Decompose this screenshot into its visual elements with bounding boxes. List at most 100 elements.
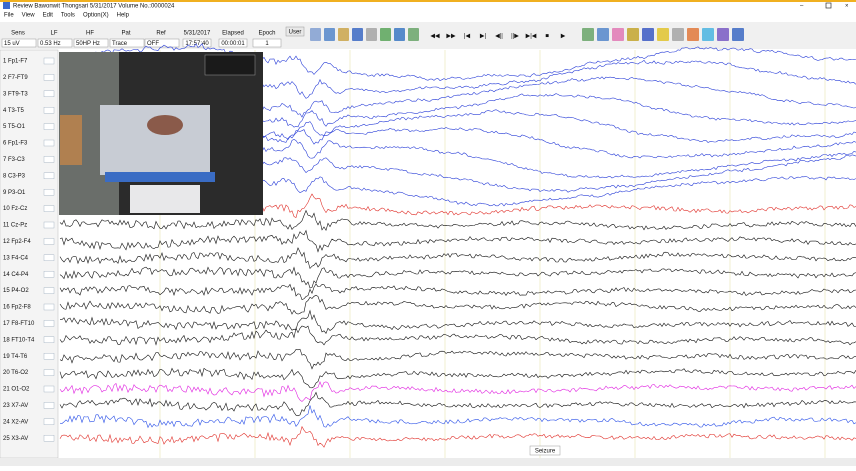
window-title: Review Bawonwit Thongsari 5/31/2017 Volu… [13,4,175,10]
channel-toggle[interactable] [44,320,54,326]
field-label: HF [86,31,94,37]
channel-label[interactable]: 23 X7-AV [3,403,28,409]
playback-button[interactable]: ||▶ [511,34,519,40]
tool-icon[interactable] [394,28,405,41]
channel-toggle[interactable] [44,222,54,228]
frame-top [0,0,856,2]
menu-item[interactable]: Option(X) [83,13,109,19]
tool-icon[interactable] [717,28,729,41]
channel-label[interactable]: 7 F3-C3 [3,157,25,163]
tool-icon[interactable] [657,28,669,41]
channel-label[interactable]: 16 Fp2-F8 [3,305,31,311]
channel-label[interactable]: 3 FT9-T3 [3,91,28,97]
playback-button[interactable]: ▶| [480,34,487,40]
field-value[interactable]: Trace [112,41,128,47]
menu-item[interactable]: View [22,13,36,19]
channel-toggle[interactable] [44,156,54,162]
app-window: Review Bawonwit Thongsari 5/31/2017 Volu… [0,0,856,466]
channel-toggle[interactable] [44,370,54,376]
close[interactable]: × [845,4,849,10]
channel-label[interactable]: 18 FT10-T4 [3,337,35,343]
channel-toggle[interactable] [44,435,54,441]
tool-icon[interactable] [627,28,639,41]
playback-button[interactable]: ▶ [561,34,566,40]
channel-label[interactable]: 12 Fp2-F4 [3,239,31,245]
channel-toggle[interactable] [44,271,54,277]
channel-label[interactable]: 9 P3-O1 [3,190,26,196]
channel-label[interactable]: 24 X2-AV [3,419,28,425]
channel-toggle[interactable] [44,353,54,359]
channel-toggle[interactable] [44,206,54,212]
channel-toggle[interactable] [44,255,54,261]
channel-label[interactable]: 1 Fp1-F7 [3,59,28,65]
tool-icon[interactable] [310,28,321,41]
menu-item[interactable]: Edit [43,13,54,19]
menu-item[interactable]: Tools [61,13,75,19]
channel-toggle[interactable] [44,402,54,408]
channel-toggle[interactable] [44,419,54,425]
tool-icon[interactable] [612,28,624,41]
tool-icon[interactable] [352,28,363,41]
field-value[interactable]: OFF [147,41,159,47]
field-label: LF [50,31,57,37]
playback-button[interactable]: ◀◀ [430,34,440,40]
tool-icon[interactable] [408,28,419,41]
channel-toggle[interactable] [44,386,54,392]
channel-label[interactable]: 8 C3-P3 [3,173,26,179]
channel-toggle[interactable] [44,91,54,97]
channel-label[interactable]: 20 T6-O2 [3,370,29,376]
channel-label[interactable]: 17 F8-FT10 [3,321,35,327]
channel-label[interactable]: 11 Cz-Pz [3,223,27,229]
channel-label[interactable]: 6 Fp1-F3 [3,141,28,147]
info-value: 00:00:01 [221,41,245,47]
tool-icon[interactable] [366,28,377,41]
tool-icon[interactable] [672,28,684,41]
video-bed [100,105,210,175]
tool-icon[interactable] [702,28,714,41]
field-value[interactable]: 15 uV [4,41,20,47]
playback-button[interactable]: ■ [545,34,549,40]
playback-button[interactable]: ▶▶ [446,34,456,40]
channel-label[interactable]: 25 X3-AV [3,436,28,442]
channel-toggle[interactable] [44,173,54,179]
user-label[interactable]: User [289,30,302,36]
playback-button[interactable]: |◀ [464,34,471,40]
channel-label[interactable]: 19 T4-T6 [3,354,28,360]
info-label: Elapsed [222,31,244,37]
channel-toggle[interactable] [44,288,54,294]
channel-label[interactable]: 21 O1-O2 [3,387,30,393]
channel-label[interactable]: 4 T3-T5 [3,108,25,114]
field-value[interactable]: 0.53 Hz [40,41,61,47]
annotation[interactable]: Seizure [535,449,556,455]
channel-label[interactable]: 13 F4-C4 [3,255,29,261]
channel-label[interactable]: 14 C4-P4 [3,272,29,278]
menu-item[interactable]: File [4,13,14,19]
tool-icon[interactable] [642,28,654,41]
video-blanket [105,172,215,182]
tool-icon[interactable] [597,28,609,41]
channel-toggle[interactable] [44,140,54,146]
video-sheet [130,185,200,213]
channel-toggle[interactable] [44,107,54,113]
channel-label[interactable]: 5 T5-O1 [3,124,26,130]
channel-toggle[interactable] [44,337,54,343]
channel-label[interactable]: 2 F7-FT9 [3,75,28,81]
tool-icon[interactable] [324,28,335,41]
playback-button[interactable]: ◀|| [495,34,503,40]
tool-icon[interactable] [338,28,349,41]
channel-label[interactable]: 10 Fz-Cz [3,206,27,212]
tool-icon[interactable] [732,28,744,41]
channel-toggle[interactable] [44,124,54,130]
channel-label[interactable]: 15 P4-O2 [3,288,29,294]
tool-icon[interactable] [687,28,699,41]
menu-item[interactable]: Help [117,13,130,19]
channel-toggle[interactable] [44,189,54,195]
channel-toggle[interactable] [44,238,54,244]
tool-icon[interactable] [582,28,594,41]
channel-toggle[interactable] [44,74,54,80]
playback-button[interactable]: ▶|◀ [526,34,537,40]
channel-toggle[interactable] [44,58,54,64]
channel-toggle[interactable] [44,304,54,310]
tool-icon[interactable] [380,28,391,41]
field-value[interactable]: 50HP Hz [76,41,100,47]
